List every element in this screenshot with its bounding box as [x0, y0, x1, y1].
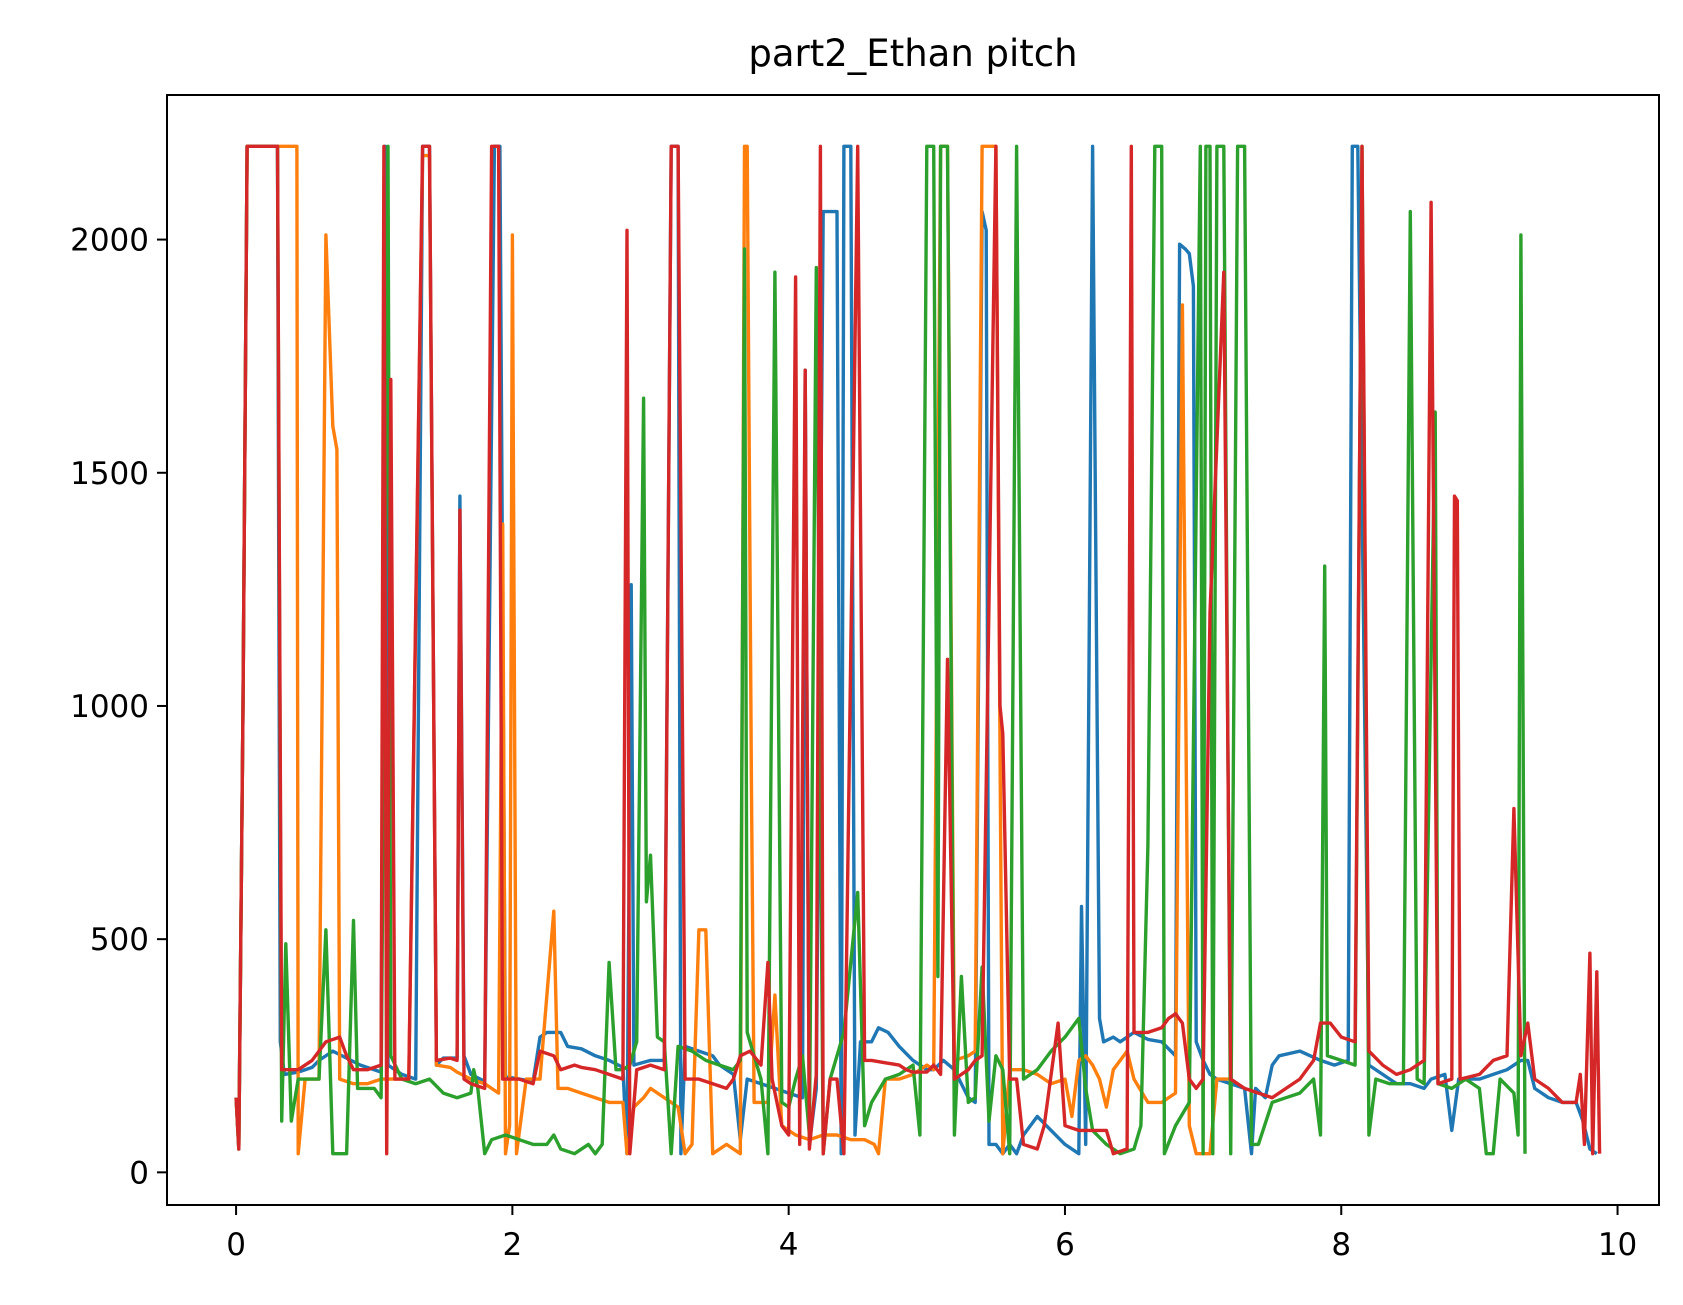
y-tick-label: 1000 — [70, 689, 149, 725]
x-tick-label: 10 — [1598, 1227, 1637, 1263]
chart-title: part2_Ethan pitch — [748, 32, 1077, 75]
series-layer — [234, 144, 1602, 1156]
series-line-3 — [234, 144, 1527, 1156]
x-tick-label: 8 — [1331, 1227, 1351, 1263]
x-axis: 0 2 4 6 8 10 — [226, 1205, 1637, 1263]
x-tick-label: 0 — [226, 1227, 246, 1263]
y-axis: 0 500 1000 1500 2000 — [70, 223, 167, 1191]
y-tick-label: 500 — [90, 922, 149, 958]
x-tick-label: 6 — [1055, 1227, 1075, 1263]
x-tick-label: 4 — [779, 1227, 799, 1263]
y-tick-label: 1500 — [70, 456, 149, 492]
y-tick-label: 0 — [129, 1155, 149, 1191]
y-tick-label: 2000 — [70, 223, 149, 259]
x-tick-label: 2 — [503, 1227, 523, 1263]
plot-frame — [166, 94, 1660, 1206]
series-line-4 — [234, 144, 1602, 1156]
